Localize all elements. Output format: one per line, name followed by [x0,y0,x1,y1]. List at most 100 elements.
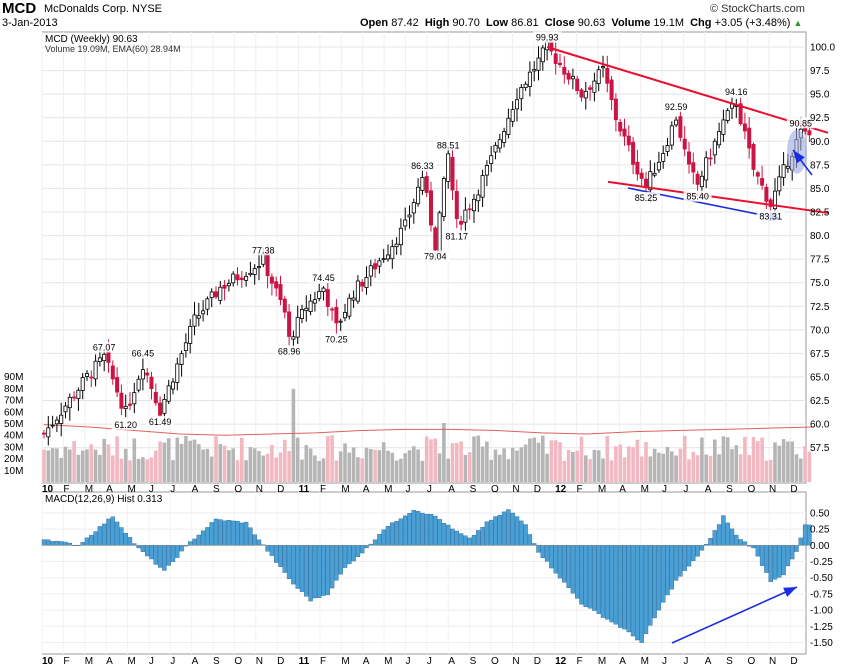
macd-hist-bar [381,529,386,546]
volume-bar [386,450,390,482]
volume-bar [562,460,567,482]
candle-body [72,396,77,399]
candle-body [291,336,296,340]
candle-body [497,139,502,149]
volume-bar [119,458,124,482]
macd-hist-bar [609,545,614,623]
macd-hist-bar [110,516,116,546]
macd-hist-bar [226,520,232,546]
candle-body [115,377,120,393]
volume-bar [111,455,115,482]
macd-hist-bar [781,545,786,576]
volume-bar [123,448,128,482]
candle-body [85,373,90,377]
candle-body [553,53,558,64]
up-triangle-icon: ▲ [793,18,803,28]
close-value: 90.63 [577,17,606,29]
macd-hist-bar [291,545,296,585]
macd-hist-bar [84,537,90,546]
candle-body [265,252,270,277]
candle-body [721,119,726,135]
volume-bar [489,459,493,482]
candle-body [67,396,72,409]
price-annotation-bg [722,86,751,98]
volume-bar [532,437,536,482]
volume-tick-label: 20M [4,454,23,465]
x-axis-label: J [683,656,688,667]
volume-bar [394,460,399,482]
volume-tick-label: 80M [4,384,23,395]
volume-bar [308,448,313,482]
candle-body [278,284,283,300]
macd-hist-bar [587,545,593,609]
candle-body [153,391,158,404]
candle-body [321,287,326,293]
candle-body [411,202,416,214]
volume-bar [738,454,743,482]
candle-body [381,258,386,261]
macd-hist-bar [67,542,73,546]
volume-tick-label: 60M [4,407,23,418]
candle-body [334,307,339,324]
price-tick-label: 85.0 [810,184,830,195]
candle-body [158,402,163,416]
macd-hist-bar [243,521,249,546]
quote-summary: Open 87.42 High 90.70 Low 86.81 Close 90… [360,17,802,29]
price-annotation-bg [322,333,351,345]
x-axis-label: 12 [555,484,567,495]
candle-body [708,157,713,160]
macd-hist-bar [471,535,477,546]
volume-bar [343,443,347,482]
candle-body [140,369,145,380]
macd-hist-bar [785,545,791,567]
x-axis-label: N [256,656,263,667]
volume-bar [304,445,309,482]
volume-bar [553,440,558,482]
volume-bar [708,456,713,482]
volume-bar [807,451,812,482]
volume-bar [536,442,541,482]
macd-hist-bar [364,545,369,549]
volume-bar [171,460,175,482]
volume-bar [291,388,296,482]
candle-body [239,277,244,281]
volume-tick-label: 50M [4,419,23,430]
x-axis-label: J [405,656,410,667]
macd-hist-bar [592,545,597,611]
macd-hist-bar [355,545,361,557]
ticker-symbol: MCD [2,0,37,17]
candle-body [183,342,188,352]
price-annotation: 88.51 [437,140,460,150]
volume-bar [381,442,386,482]
price-tick-label: 90.0 [810,137,830,148]
price-annotation-bg [434,139,463,151]
price-panel-title: MCD (Weekly) 90.63 [45,34,138,45]
macd-hist-bar [437,519,442,546]
macd-hist-bar [673,545,679,581]
macd-hist-bar [725,522,730,546]
candle-body [360,281,365,287]
volume-bar [485,441,489,482]
macd-hist-bar [59,541,64,546]
macd-hist-bar [639,545,644,643]
candle-body [308,300,313,313]
macd-hist-bar [119,527,124,546]
macd-hist-bar [768,545,773,582]
volume-bar [803,445,807,482]
candle-body [652,172,657,176]
candle-body [575,78,580,91]
x-axis-label: J [662,484,667,495]
volume-bar [257,451,261,482]
x-axis-label: M [641,656,649,667]
candle-body [50,424,55,427]
candle-body [119,392,124,409]
candle-body [510,109,515,122]
x-axis-label: M [384,484,392,495]
x-axis-label: D [790,656,797,667]
macd-hist-bar [807,524,812,546]
volume-bar [751,437,756,482]
price-annotation: 74.45 [312,273,335,283]
volume-legend: Volume 19.09M, EMA(60) 28.94M [45,44,181,54]
candle-body [102,353,107,362]
macd-hist-bar [403,515,408,546]
